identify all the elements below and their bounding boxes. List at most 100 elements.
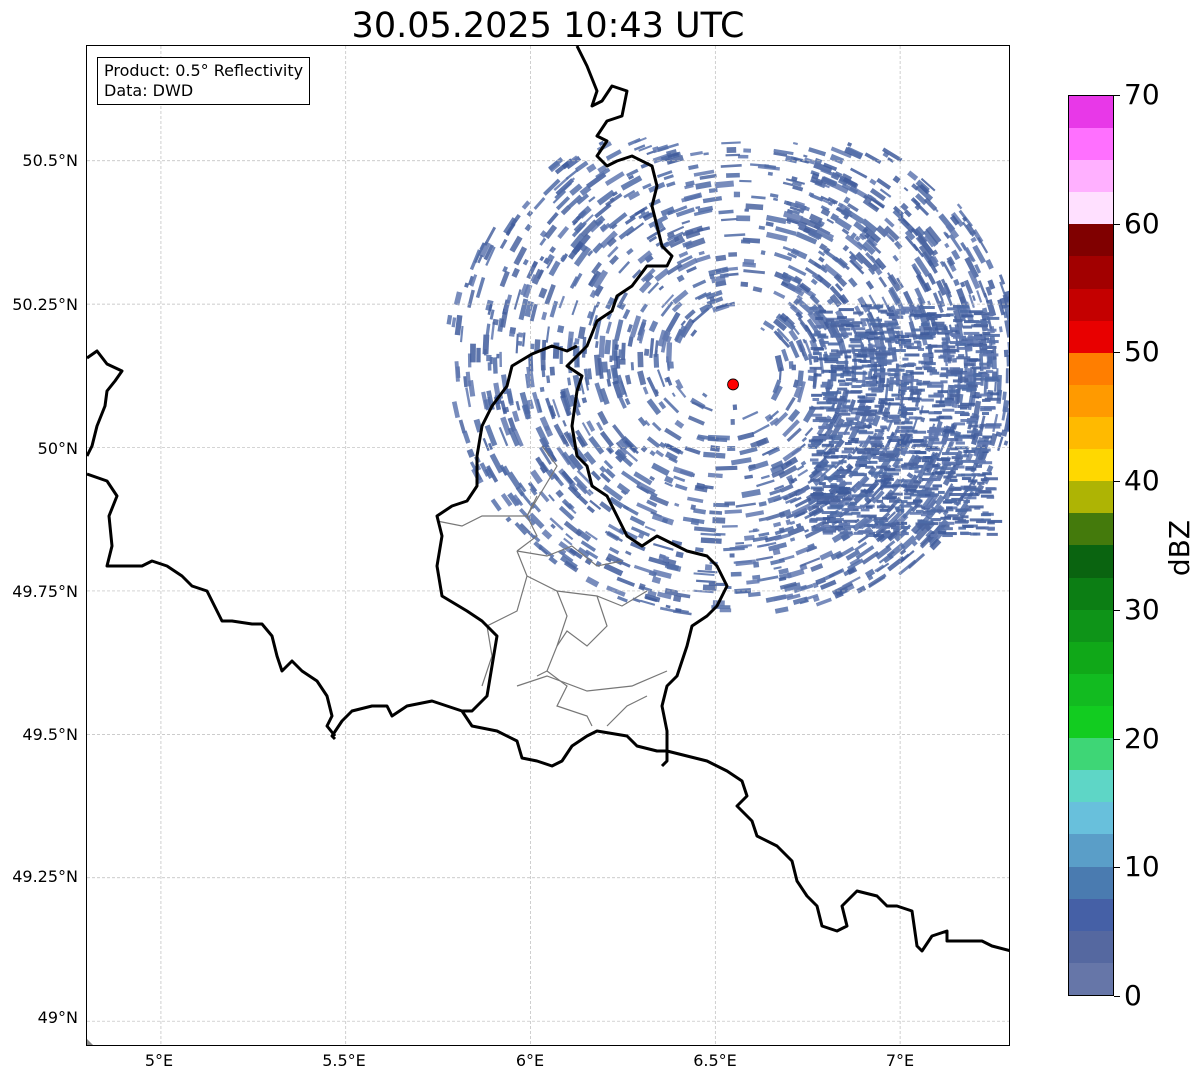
echo-pixel	[620, 470, 642, 487]
echo-pixel	[962, 325, 973, 329]
echo-pixel	[918, 520, 933, 524]
echo-pixel	[917, 235, 935, 257]
echo-pixel	[453, 291, 463, 306]
echo-pixel	[852, 321, 863, 325]
echo-pixel	[545, 326, 550, 343]
echo-pixel	[608, 498, 623, 510]
echo-pixel	[883, 472, 899, 476]
echo-pixel	[490, 321, 496, 340]
echo-pixel	[690, 329, 698, 337]
echo-pixel	[765, 511, 786, 521]
echo-pixel	[487, 442, 493, 451]
echo-pixel	[814, 330, 821, 334]
radar-map[interactable]	[86, 45, 1010, 1046]
echo-pixel	[971, 381, 981, 385]
colorbar-segment	[1069, 256, 1113, 289]
echo-pixel	[862, 483, 877, 487]
echo-pixel	[720, 164, 742, 168]
echo-pixel	[866, 336, 880, 340]
product-label: Product: 0.5° Reflectivity	[104, 61, 304, 80]
echo-pixel	[676, 254, 693, 265]
echo-pixel	[867, 364, 882, 368]
echo-pixel	[922, 229, 939, 247]
echo-pixel	[944, 416, 951, 420]
echo-pixel	[568, 240, 584, 260]
echo-pixel	[830, 550, 843, 561]
echo-pixel	[560, 254, 568, 262]
echo-pixel	[773, 148, 794, 156]
colorbar-segment	[1069, 834, 1113, 867]
colorbar-segment	[1069, 192, 1113, 225]
echo-pixel	[779, 581, 797, 590]
echo-pixel	[930, 534, 939, 538]
echo-pixel	[869, 436, 884, 440]
echo-pixel	[631, 269, 642, 279]
echo-pixel	[802, 338, 807, 344]
echo-pixel	[637, 370, 647, 386]
echo-pixel	[941, 337, 950, 341]
echo-pixel	[822, 529, 837, 533]
echo-pixel	[566, 331, 574, 350]
echo-pixel	[927, 273, 937, 285]
echo-pixel	[914, 226, 926, 238]
echo-pixel	[773, 566, 782, 570]
echo-pixel	[905, 370, 914, 374]
echo-pixel	[606, 312, 613, 320]
echo-pixel	[943, 231, 948, 237]
echo-pixel	[907, 334, 923, 338]
echo-pixel	[896, 500, 908, 504]
echo-pixel	[584, 557, 593, 566]
echo-pixel	[665, 604, 671, 609]
echo-pixel	[845, 390, 861, 394]
echo-pixel	[903, 186, 909, 192]
echo-pixel	[918, 485, 926, 489]
echo-pixel	[971, 295, 976, 302]
echo-pixel	[956, 346, 973, 350]
echo-pixel	[543, 178, 561, 196]
echo-pixel	[922, 380, 931, 384]
echo-pixel	[968, 310, 984, 314]
echo-pixel	[618, 349, 622, 358]
echo-pixel	[874, 267, 883, 276]
echo-pixel	[837, 387, 848, 391]
echo-pixel	[895, 310, 910, 314]
echo-pixel	[649, 494, 670, 507]
echo-pixel	[773, 411, 789, 427]
echo-pixel	[838, 308, 855, 312]
echo-pixel	[778, 567, 789, 575]
echo-pixel	[694, 254, 711, 264]
echo-pixel	[646, 499, 658, 508]
echo-pixel	[569, 183, 583, 196]
echo-pixel	[864, 447, 874, 451]
echo-pixel	[871, 444, 885, 448]
echo-pixel	[779, 483, 794, 493]
echo-pixel	[928, 317, 935, 321]
echo-pixel	[539, 416, 554, 438]
echo-pixel	[816, 227, 835, 239]
echo-pixel	[886, 528, 901, 542]
echo-pixel	[536, 269, 545, 280]
echo-pixel	[987, 328, 997, 332]
echo-pixel	[890, 414, 907, 418]
echo-pixel	[881, 384, 890, 388]
echo-pixel	[865, 280, 875, 290]
echo-pixel	[965, 223, 977, 236]
echo-pixel	[954, 446, 969, 450]
echo-pixel	[637, 531, 645, 539]
echo-pixel	[866, 318, 883, 322]
echo-pixel	[893, 528, 900, 532]
echo-pixel	[833, 474, 846, 478]
echo-pixel	[663, 174, 674, 181]
echo-pixel	[792, 184, 804, 192]
echo-pixel	[573, 245, 592, 267]
echo-pixel	[901, 375, 915, 379]
echo-pixel	[624, 215, 636, 225]
echo-pixel	[648, 320, 659, 333]
echo-pixel	[811, 453, 823, 457]
echo-pixel	[858, 530, 873, 534]
echo-pixel	[869, 348, 877, 352]
echo-pixel	[868, 344, 877, 348]
echo-pixel	[904, 235, 919, 252]
echo-pixel	[962, 434, 977, 438]
echo-pixel	[557, 225, 570, 239]
